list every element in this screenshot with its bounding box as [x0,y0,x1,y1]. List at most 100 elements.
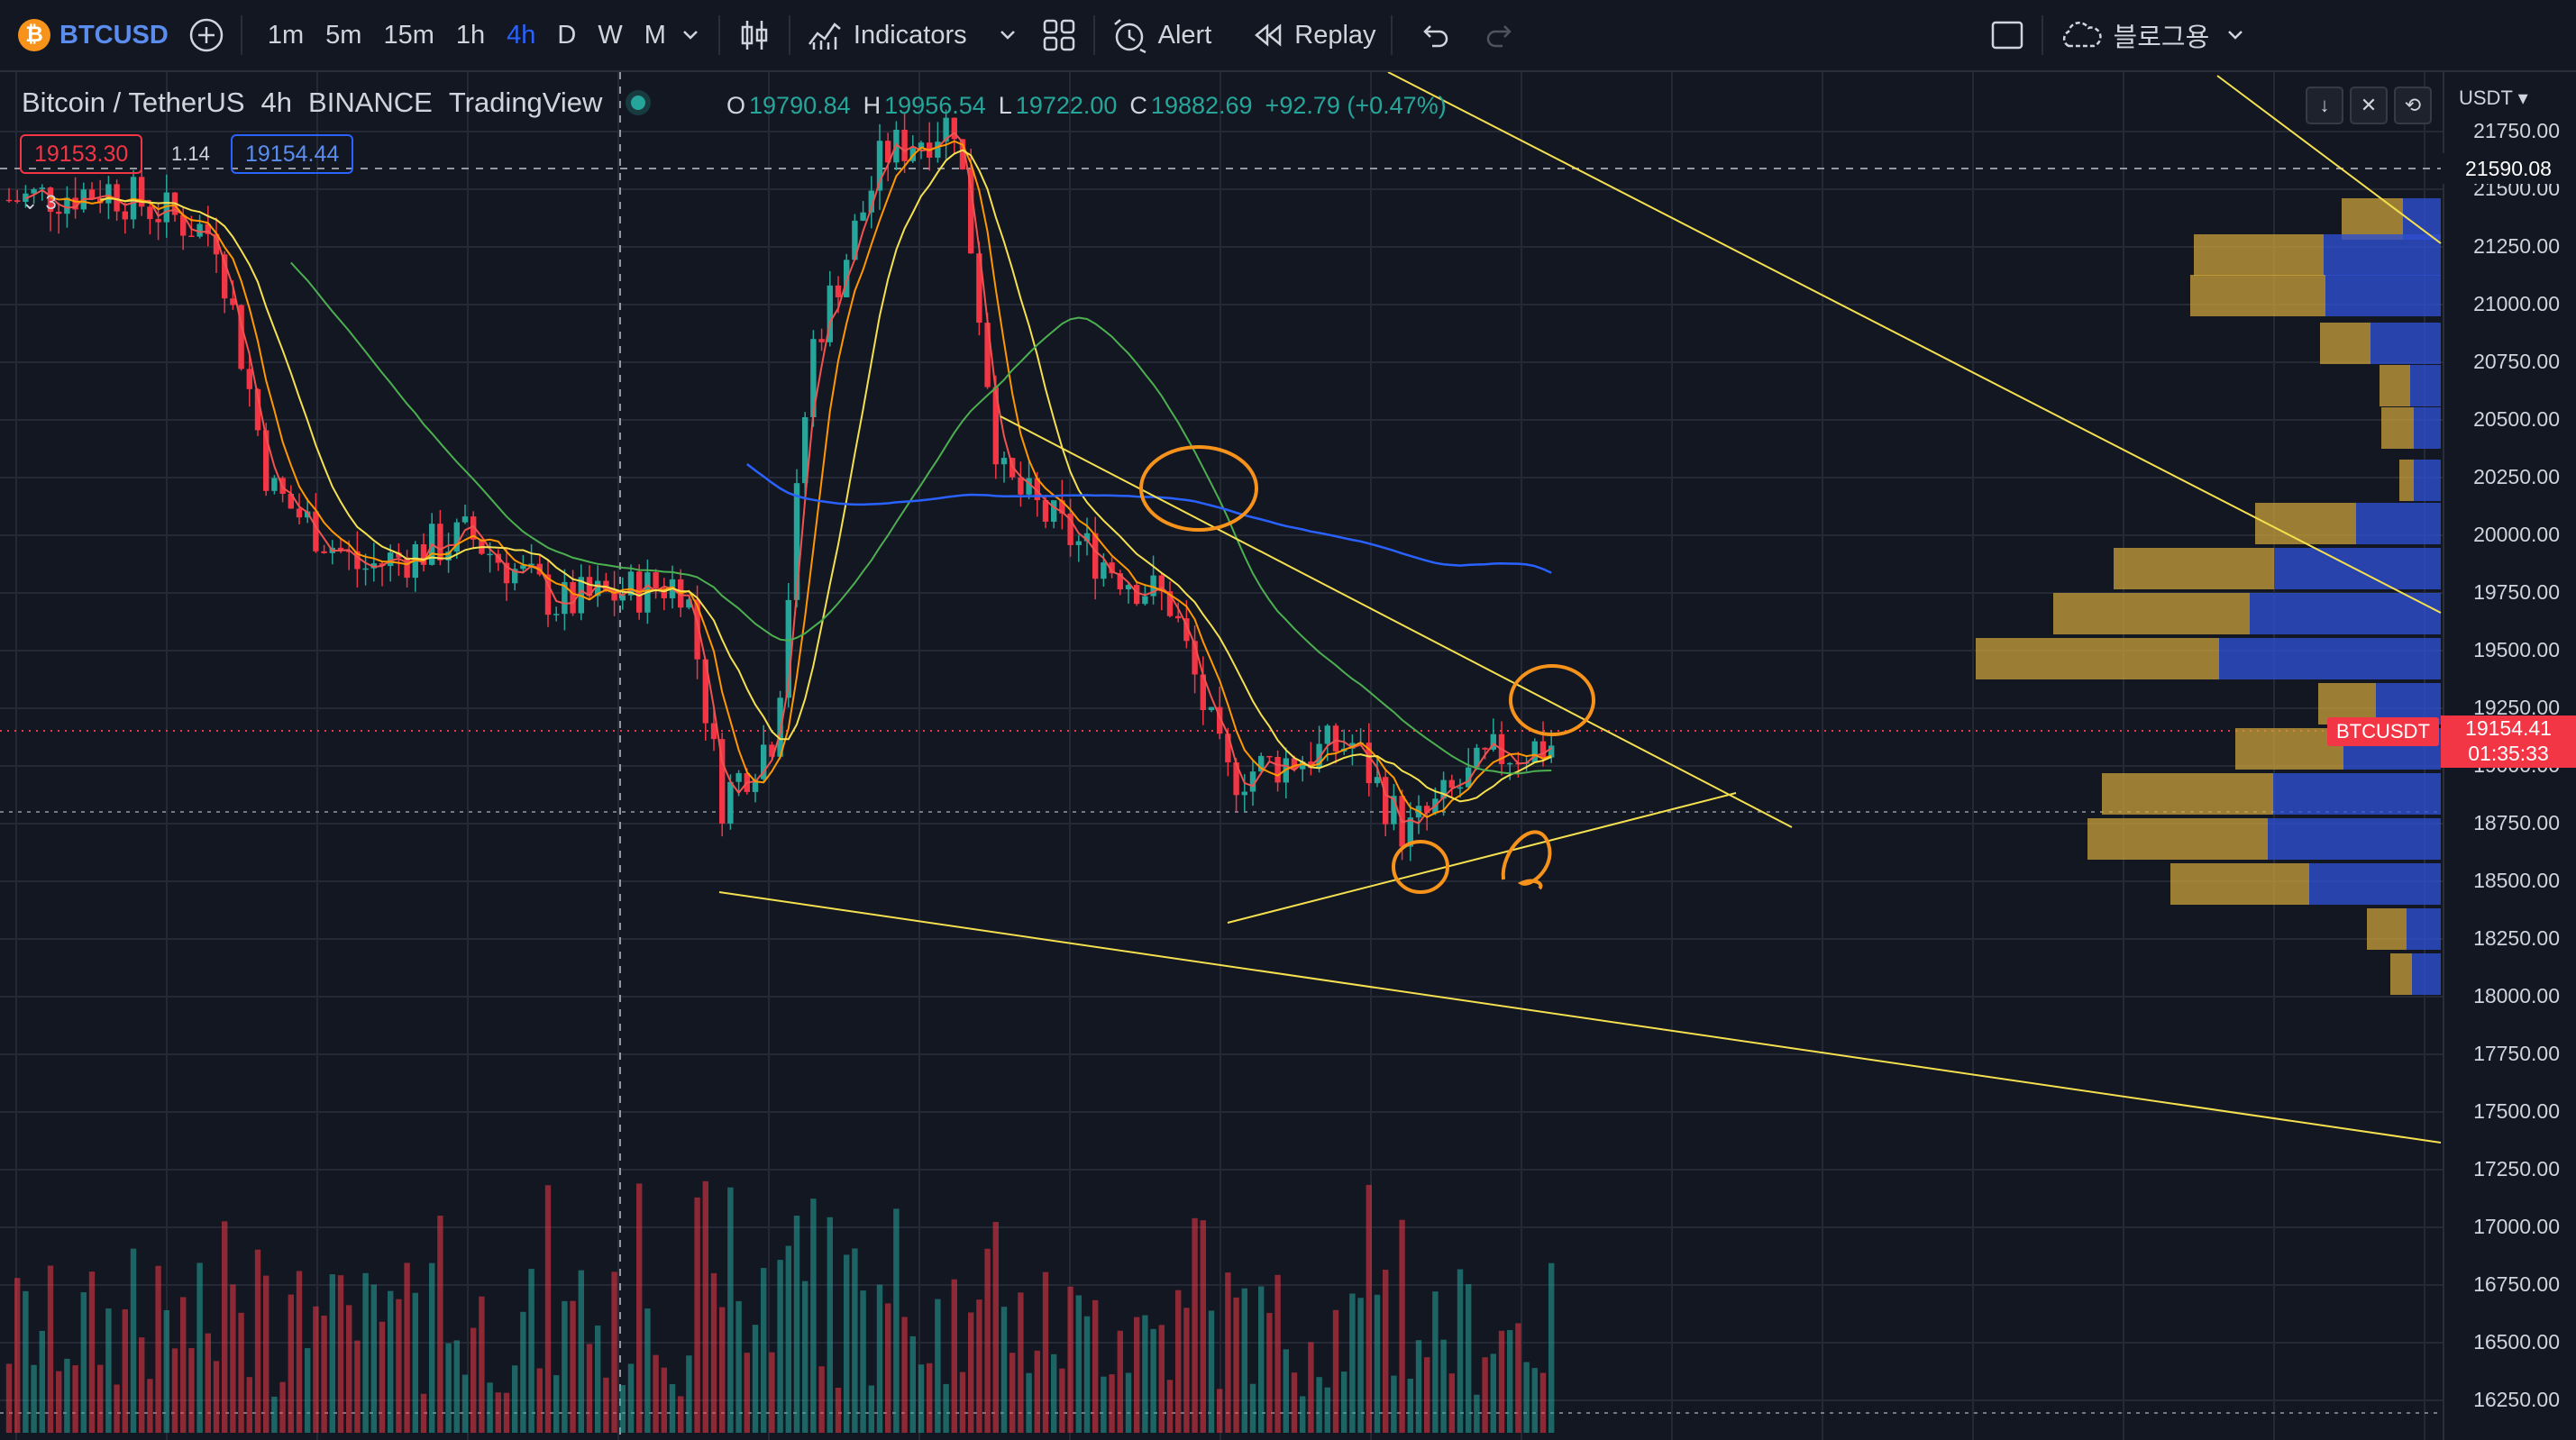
indicators-button[interactable]: Indicators [805,0,967,70]
candle-body [213,233,220,255]
undo-button[interactable] [1416,0,1452,70]
candle-body [453,522,460,552]
fullscreen-button[interactable] [1987,0,2027,70]
alert-button[interactable]: Alert [1110,0,1211,70]
volume-bar [31,1364,37,1433]
candle-body [31,188,37,194]
indicators-dropdown-button[interactable] [994,0,1021,70]
candle-body [1548,745,1555,758]
volume-bar [512,1365,518,1433]
volume-bar [56,1371,62,1433]
volume-bar [1217,1389,1223,1433]
currency-unit[interactable]: USDT ▾ [2459,87,2528,109]
candle-body [586,577,593,597]
candle-body [984,323,991,387]
volume-profile-up-bar [2087,818,2268,860]
interval-dropdown-button[interactable] [677,0,704,70]
candle-body [959,139,966,169]
download-button[interactable]: ↓ [2306,87,2343,124]
volume-bar [885,1303,891,1433]
change-value: +92.79 (+0.47%) [1265,92,1447,119]
download-icon: ↓ [2319,94,2330,116]
volume-bar [1274,1274,1281,1433]
interval-15m[interactable]: 15m [383,20,434,50]
candle-body [147,206,153,220]
cloud-save-button[interactable]: 블로그용 [2058,0,2250,70]
volume-bar [802,1281,808,1433]
volume-bars [5,1180,1555,1433]
candle-body [1059,500,1065,514]
indicators-icon [808,23,841,50]
volume-bar [943,1383,949,1433]
volume-profile-down-bar [2274,548,2441,589]
volume-bar [860,1290,866,1433]
interval-1h[interactable]: 1h [455,20,486,50]
volume-bar [1548,1262,1555,1433]
volume-bar [935,1299,941,1433]
volume-bar [644,1308,651,1433]
drawings-layer[interactable] [718,72,2442,1144]
buy-button[interactable]: 19154.44 [231,134,354,174]
volume-profile-down-bar [2309,863,2441,905]
candle-body [761,744,767,779]
replay-label: Replay [1294,20,1376,50]
interval-4h[interactable]: 4h [507,20,536,50]
interval-5m[interactable]: 5m [325,20,362,50]
symbol-search-button[interactable]: ₿ BTCUSD [18,0,169,70]
volume-bar [1249,1383,1256,1433]
candle-body [305,511,311,518]
volume-bar [852,1248,858,1433]
candle-body [14,200,21,202]
volume-bar [1324,1387,1330,1433]
chart-legend[interactable]: Bitcoin / TetherUS 4h BINANCE TradingVie… [22,87,646,119]
replay-button[interactable]: Replay [1249,0,1376,70]
price-tick-label: 21250.00 [2473,234,2560,258]
candle-body [1067,513,1073,545]
close-profile-button[interactable]: ✕ [2350,87,2388,124]
volume-bar [777,1260,783,1433]
volume-bar [1374,1294,1381,1433]
candle-body [122,211,128,220]
layout-button[interactable] [1039,0,1079,70]
interval-m[interactable]: M [644,20,666,50]
volume-bar [404,1262,410,1433]
open-value: 19790.84 [749,92,851,119]
volume-bar [909,1335,916,1433]
candle-body [570,581,576,614]
volume-bar [669,1384,676,1433]
volume-bar [1316,1377,1322,1433]
reset-icon: ⟲ [2404,94,2422,116]
volume-bar [1341,1372,1347,1433]
interval-w[interactable]: W [598,20,623,50]
volume-bar [793,1216,800,1433]
candle-body [296,508,303,518]
add-symbol-button[interactable] [187,0,226,70]
volume-bar [1432,1291,1439,1433]
volume-bar [1075,1295,1082,1433]
candle-body [686,599,692,608]
candle-body [1083,533,1091,542]
volume-bar [213,1361,220,1433]
candle-body [1490,734,1496,750]
volume-bar [984,1248,991,1433]
volume-profile-up-bar [2399,460,2414,501]
volume-bar [1383,1269,1389,1433]
interval-1m[interactable]: 1m [267,20,305,50]
collapse-indicators-button[interactable]: ⌄ 3 [22,191,57,214]
interval-d[interactable]: D [557,20,577,50]
reset-button[interactable]: ⟲ [2394,87,2432,124]
toolbar-separator [788,15,790,55]
candle-body [1026,478,1032,495]
candle-body [512,569,518,584]
volume-bar [1515,1323,1521,1433]
chart-type-button[interactable] [735,0,774,70]
volume-bar [1482,1357,1488,1433]
sell-button[interactable]: 19153.30 [20,134,143,174]
indicators-label: Indicators [853,20,967,50]
candle-body [1000,458,1008,465]
collapsed-count: 3 [45,191,57,214]
moving-average-line [100,149,1552,803]
chart-pane[interactable] [0,72,2443,1440]
redo-button[interactable] [1483,0,1519,70]
volume-bar [603,1377,609,1433]
